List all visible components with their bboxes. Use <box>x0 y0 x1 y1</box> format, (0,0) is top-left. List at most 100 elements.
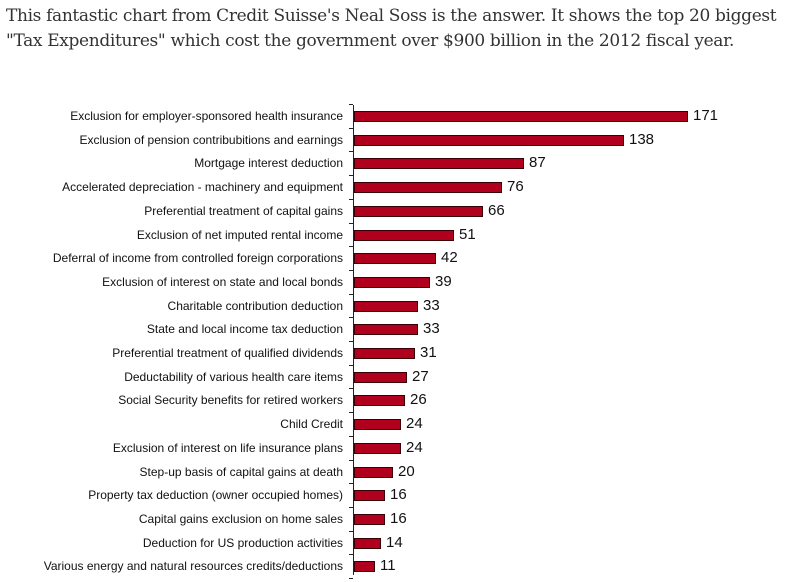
bar-row: Property tax deduction (owner occupied h… <box>0 485 812 505</box>
axis-tick <box>349 175 353 177</box>
axis-tick <box>349 127 353 129</box>
category-label: Exclusion of interest on state and local… <box>102 274 343 289</box>
axis-tick <box>349 246 353 248</box>
bar-row: Step-up basis of capital gains at death 2… <box>0 462 812 482</box>
category-label: Exclusion of interest on life insurance … <box>112 440 343 455</box>
category-label: Mortgage interest deduction <box>194 156 343 171</box>
bar-row: Preferential treatment of qualified divi… <box>0 343 812 363</box>
bar <box>354 134 624 146</box>
value-label: 66 <box>488 201 505 219</box>
category-label: Exclusion for employer-sponsored health … <box>70 109 343 123</box>
bar-row: Social Security benefits for retired wor… <box>0 390 812 410</box>
bar <box>354 229 454 241</box>
bar <box>354 324 418 336</box>
axis-tick <box>349 506 353 508</box>
bar-row: Preferential treatment of capital gains 6… <box>0 201 812 221</box>
bar <box>354 466 393 478</box>
value-label: 31 <box>420 344 437 361</box>
axis-tick <box>349 459 353 461</box>
bar <box>354 419 401 431</box>
bar <box>354 371 407 383</box>
value-label: 171 <box>693 107 719 124</box>
bar-row: State and local income tax deduction 33 <box>0 319 812 339</box>
value-label: 16 <box>390 486 407 504</box>
bar <box>354 395 405 407</box>
category-label: Capital gains exclusion on home sales <box>138 511 343 526</box>
axis-tick <box>349 412 353 414</box>
category-label: Social Security benefits for retired wor… <box>118 393 343 408</box>
bar <box>354 111 688 122</box>
axis-tick <box>349 293 353 295</box>
bar <box>354 253 436 265</box>
bar-row: Child Credit 24 <box>0 414 812 434</box>
axis-tick <box>349 198 353 200</box>
bar-row: Mortgage interest deduction 87 <box>0 153 812 173</box>
value-label: 26 <box>410 391 427 409</box>
bar <box>354 561 375 573</box>
value-label: 27 <box>412 367 429 385</box>
category-label: Deferral of income from controlled forei… <box>52 251 343 266</box>
bar <box>354 300 418 312</box>
bar-row: Charitable contribution deduction 33 <box>0 296 812 316</box>
bar-row: Deduction for US production activities 14 <box>0 533 812 553</box>
bar <box>354 348 415 359</box>
bar-row: Various energy and natural resources cre… <box>0 556 812 576</box>
value-label: 87 <box>529 154 546 172</box>
category-label: Accelerated depreciation - machinery and… <box>62 180 343 195</box>
axis-tick <box>349 104 353 105</box>
bar <box>354 276 430 288</box>
bar <box>354 182 502 194</box>
category-label: Preferential treatment of qualified divi… <box>112 346 343 360</box>
axis-tick <box>349 222 353 224</box>
value-label: 33 <box>423 296 440 314</box>
value-label: 138 <box>629 130 655 148</box>
category-label: Exclusion of net imputed rental income <box>136 227 343 242</box>
bar-row: Exclusion of net imputed rental income 51 <box>0 225 812 245</box>
category-label: Various energy and natural resources cre… <box>43 559 343 574</box>
bar <box>354 513 385 525</box>
bar <box>354 205 483 217</box>
bar <box>354 442 401 454</box>
value-label: 20 <box>398 462 415 480</box>
value-label: 76 <box>507 178 524 196</box>
category-label: Deductability of various health care ite… <box>124 369 343 384</box>
axis-tick <box>349 151 353 153</box>
category-label: State and local income tax deduction <box>146 322 343 337</box>
bar-row: Deferral of income from controlled forei… <box>0 248 812 268</box>
category-label: Step-up basis of capital gains at death <box>139 464 343 479</box>
value-label: 14 <box>386 533 403 551</box>
tax-expenditures-bar-chart: Exclusion for employer-sponsored health … <box>0 100 812 582</box>
value-label: 42 <box>441 249 458 267</box>
axis-tick <box>349 483 353 485</box>
bar-row: Exclusion of interest on state and local… <box>0 272 812 292</box>
axis-tick <box>349 435 353 437</box>
axis-tick <box>349 364 353 366</box>
bar-row: Capital gains exclusion on home sales 16 <box>0 509 812 529</box>
value-label: 51 <box>459 225 476 243</box>
axis-tick <box>349 578 353 579</box>
intro-line-2: "Tax Expenditures" which cost the govern… <box>6 31 735 51</box>
axis-tick <box>349 341 353 342</box>
bar-row: Exclusion of interest on life insurance … <box>0 438 812 458</box>
intro-line-1: This fantastic chart from Credit Suisse'… <box>6 6 777 26</box>
bar <box>354 158 524 170</box>
value-label: 24 <box>406 415 423 433</box>
category-label: Exclusion of pension contribubitions and… <box>79 132 343 147</box>
category-label: Child Credit <box>280 417 343 432</box>
category-label: Deduction for US production activities <box>142 535 343 550</box>
bar <box>354 490 385 502</box>
category-label: Property tax deduction (owner occupied h… <box>88 488 343 503</box>
bar-row: Exclusion for employer-sponsored health … <box>0 106 812 126</box>
axis-tick <box>349 317 353 319</box>
category-label: Charitable contribution deduction <box>167 298 343 313</box>
y-axis-line <box>353 105 354 575</box>
axis-tick <box>349 269 353 271</box>
bar <box>354 537 381 549</box>
value-label: 16 <box>390 509 407 527</box>
axis-tick <box>349 388 353 390</box>
axis-tick <box>349 530 353 532</box>
value-label: 33 <box>423 320 440 338</box>
bar-row: Exclusion of pension contribubitions and… <box>0 130 812 150</box>
value-label: 11 <box>380 557 396 575</box>
bar-row: Deductability of various health care ite… <box>0 367 812 387</box>
